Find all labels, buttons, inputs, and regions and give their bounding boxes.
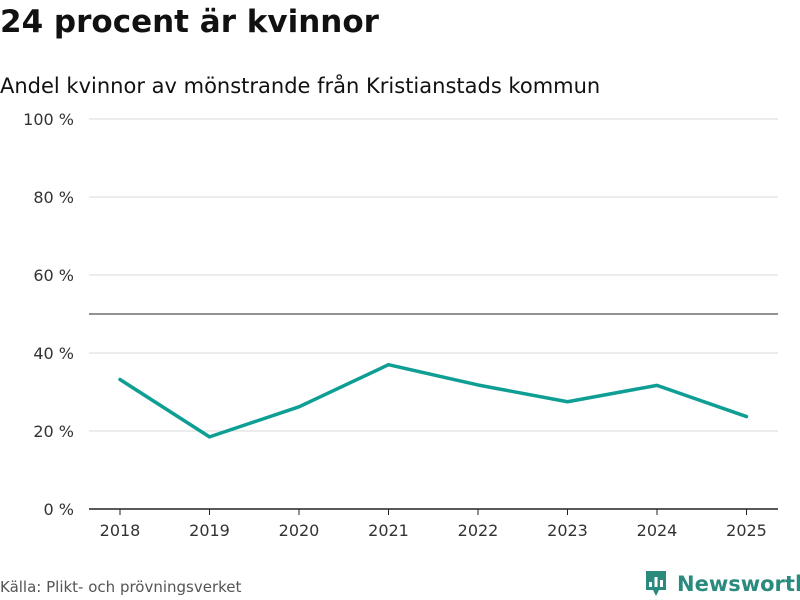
- x-tick-label: 2024: [637, 521, 678, 540]
- y-tick-label: 40 %: [33, 344, 74, 363]
- x-tick-label: 2022: [458, 521, 499, 540]
- y-tick-label: 20 %: [33, 422, 74, 441]
- brand-name: Newsworthy: [677, 572, 800, 596]
- x-tick-label: 2019: [189, 521, 230, 540]
- y-tick-label: 60 %: [33, 266, 74, 285]
- newsworthy-bar-chart-icon: [646, 571, 666, 596]
- chart-title: 24 procent är kvinnor: [0, 4, 379, 40]
- chart-subtitle: Andel kvinnor av mönstrande från Kristia…: [0, 74, 601, 98]
- line-chart: 0 % 20 % 40 % 60 % 80 % 100 % 2018 2019 2020 2021…: [23, 110, 778, 540]
- data-line: [118, 362, 749, 439]
- newsworthy-logo: Newsworthy: [644, 568, 800, 600]
- x-tick-label: 2018: [100, 521, 141, 540]
- y-tick-label: 100 %: [23, 110, 74, 129]
- x-tick-label: 2020: [279, 521, 320, 540]
- y-tick-label: 80 %: [33, 188, 74, 207]
- x-tick-label: 2025: [726, 521, 767, 540]
- y-tick-label: 0 %: [44, 500, 74, 519]
- source-note: Källa: Plikt- och prövningsverket: [0, 578, 242, 596]
- x-tick-label: 2021: [368, 521, 409, 540]
- x-tick-label: 2023: [547, 521, 588, 540]
